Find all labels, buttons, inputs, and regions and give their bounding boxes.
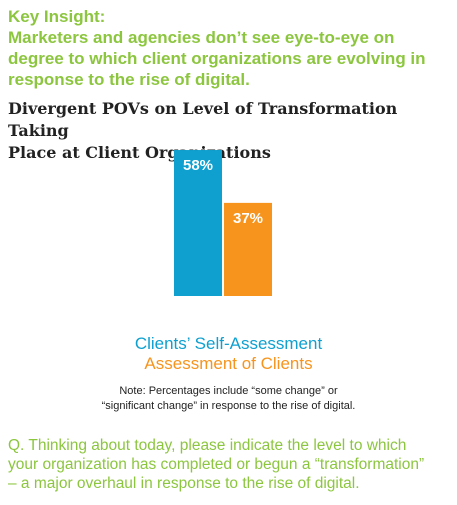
survey-question-line: your organization has completed or begun…: [8, 456, 425, 473]
data-label-clients-self-assessment: 58%: [183, 157, 213, 174]
chart-note-line: Note: Percentages include “some change” …: [119, 385, 338, 397]
survey-question-line: Q. Thinking about today, please indicate…: [8, 437, 407, 454]
key-insight-text-line: response to the rise of digital.: [8, 70, 250, 89]
chart-note-line: “significant change” in response to the …: [101, 400, 356, 412]
key-insight-text-line: degree to which client organizations are…: [8, 49, 426, 68]
key-insight-heading: Key Insight:: [8, 7, 106, 26]
bar-chart: 58% 37%: [174, 150, 272, 296]
data-label-assessment-of-clients: 37%: [233, 210, 263, 227]
bar-clients-self-assessment: [174, 150, 222, 296]
key-insight: Key Insight: Marketers and agencies don’…: [8, 6, 453, 90]
legend-entry-clients-self-assessment: Clients’ Self-Assessment: [134, 334, 323, 353]
key-insight-text-line: Marketers and agencies don’t see eye-to-…: [8, 28, 395, 47]
survey-question: Q. Thinking about today, please indicate…: [8, 436, 453, 493]
legend-entry-assessment-of-clients: Assessment of Clients: [144, 354, 313, 373]
survey-question-line: – a major overhaul in response to the ri…: [8, 475, 360, 492]
chart-note: Note: Percentages include “some change” …: [0, 384, 457, 414]
chart-title: Divergent POVs on Level of Transformatio…: [8, 98, 453, 164]
bar-assessment-of-clients: [224, 202, 272, 296]
chart-title-line: Divergent POVs on Level of Transformatio…: [8, 99, 398, 140]
